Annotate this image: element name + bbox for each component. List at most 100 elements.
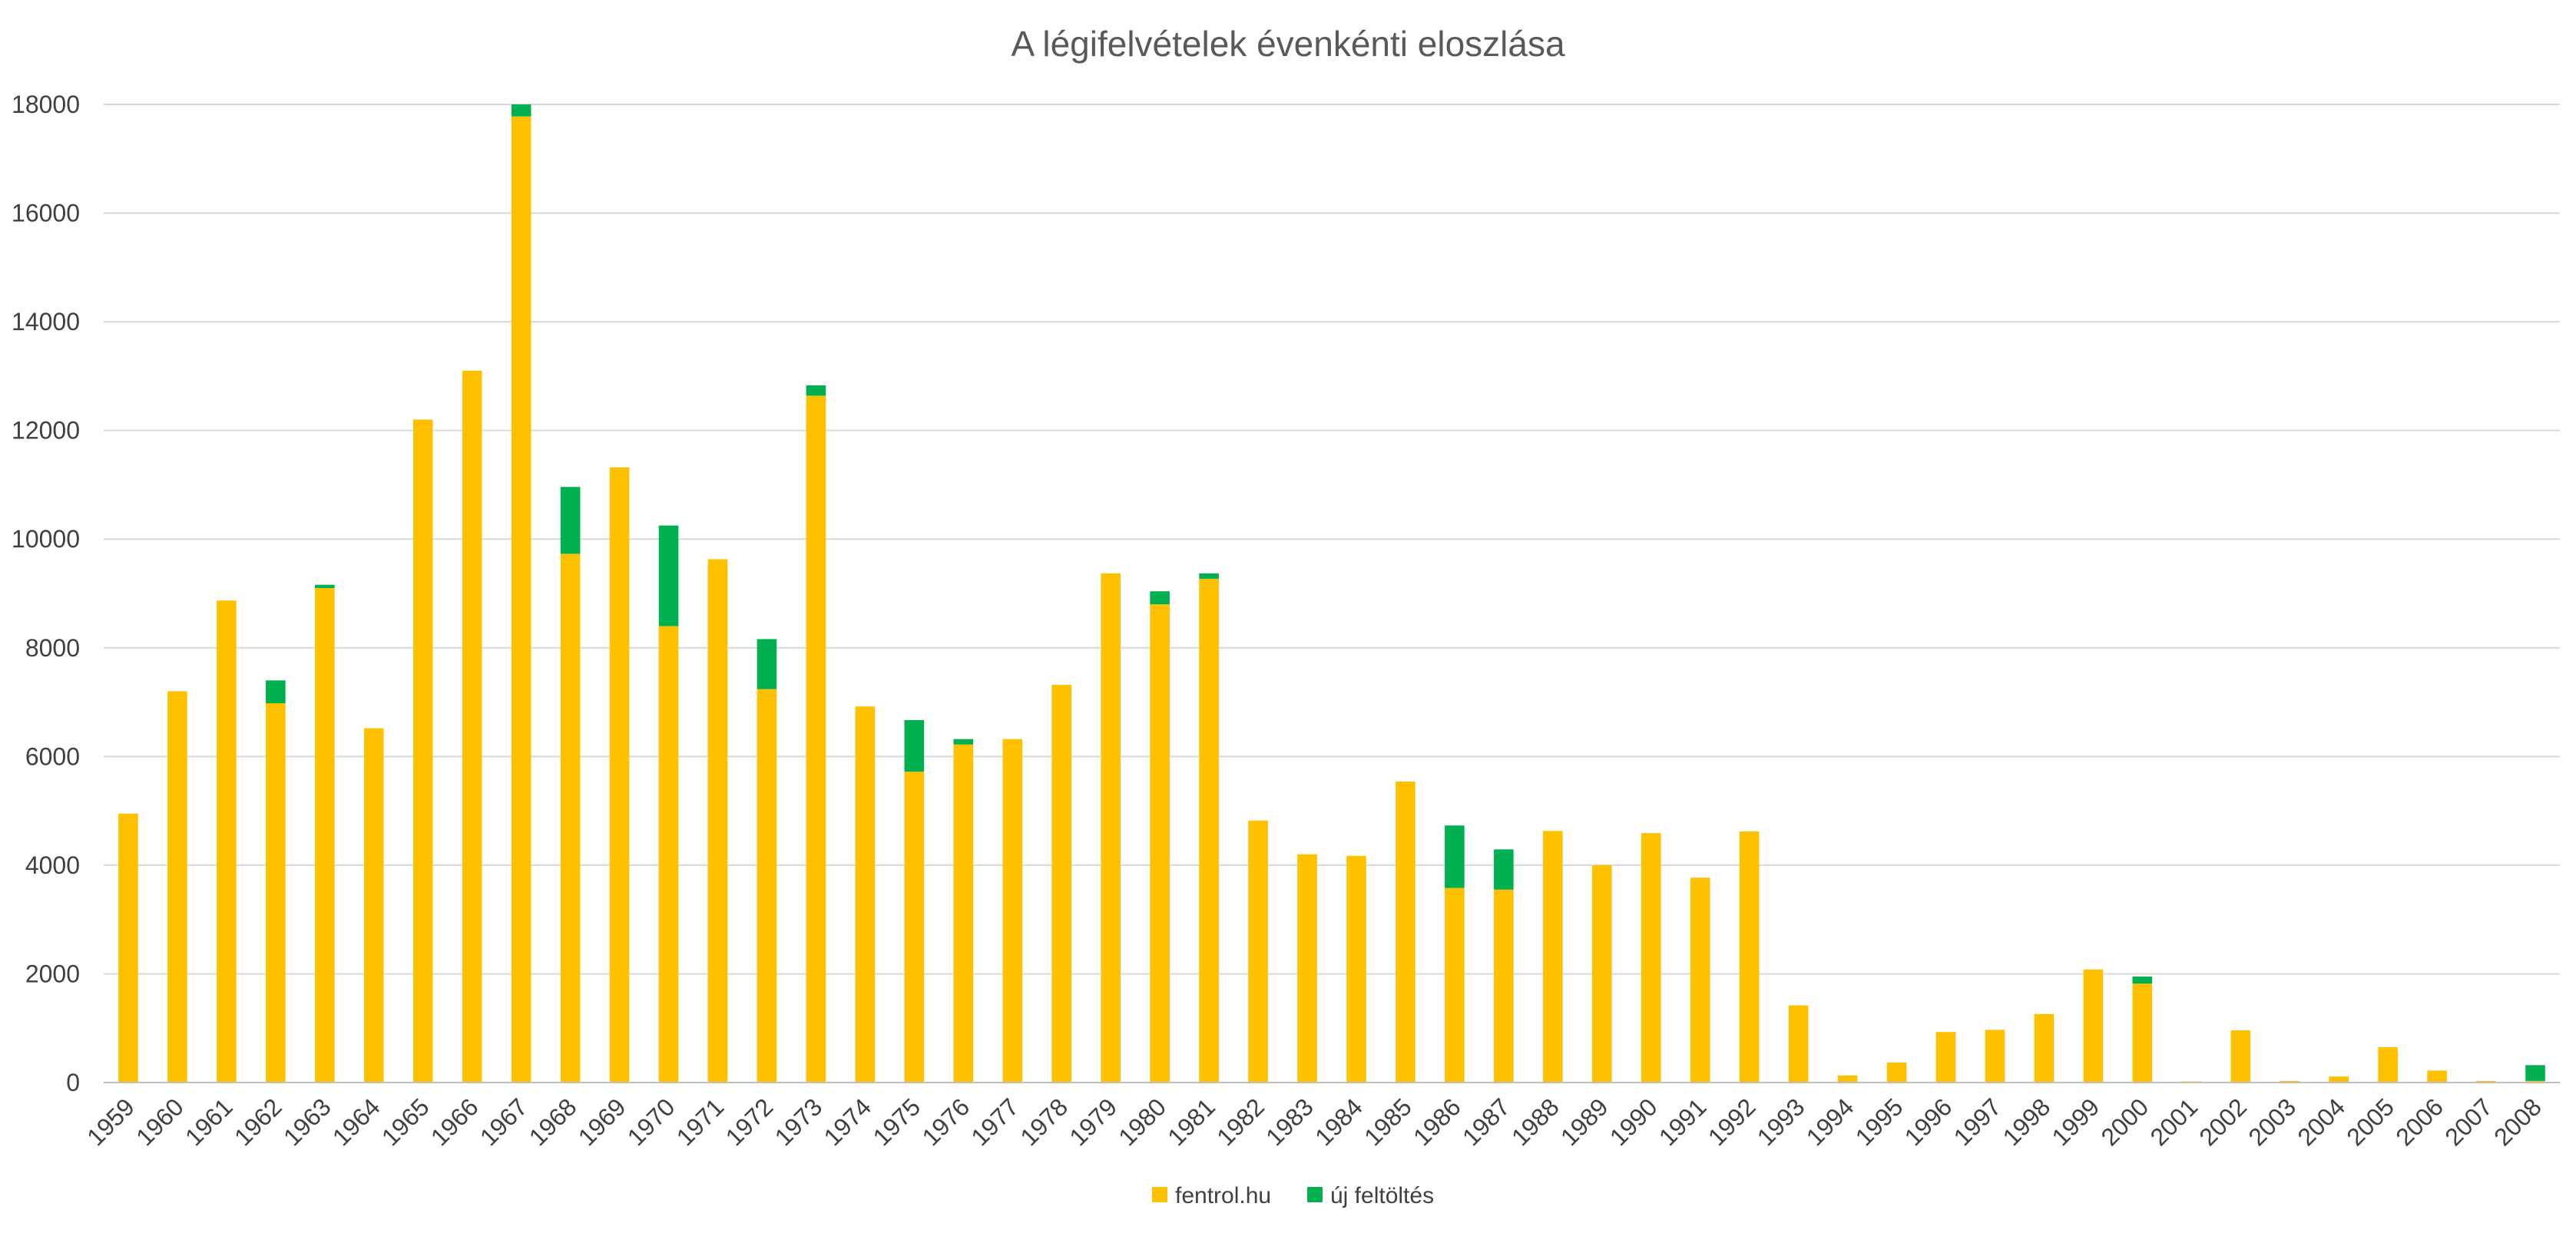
x-tick-label: 2004 <box>2292 1093 2350 1151</box>
bar-fentrol-1978 <box>1051 684 1072 1083</box>
x-tick-label: 1989 <box>1555 1093 1614 1151</box>
x-tick-label: 1985 <box>1359 1093 1417 1151</box>
bar-fentrol-1991 <box>1690 878 1710 1083</box>
bar-fentrol-1994 <box>1837 1075 1858 1083</box>
bar-fentrol-1981 <box>1199 578 1219 1083</box>
bar-fentrol-1967 <box>511 116 531 1083</box>
x-tick-label: 1983 <box>1260 1093 1319 1151</box>
x-tick-label: 1995 <box>1850 1093 1909 1151</box>
y-tick-label: 16000 <box>12 200 80 227</box>
bar-uj-1968 <box>560 487 581 554</box>
x-tick-label: 1992 <box>1703 1093 1761 1151</box>
bar-fentrol-1966 <box>462 370 482 1083</box>
x-tick-label: 2003 <box>2243 1093 2301 1151</box>
x-tick-label: 1961 <box>180 1093 238 1151</box>
bar-uj-2000 <box>2132 976 2153 984</box>
x-tick-label: 1996 <box>1899 1093 1958 1151</box>
bar-fentrol-1964 <box>363 728 384 1083</box>
x-tick-label: 1969 <box>573 1093 631 1151</box>
bar-fentrol-1972 <box>757 689 777 1083</box>
x-tick-label: 1991 <box>1654 1093 1712 1151</box>
bar-fentrol-1963 <box>315 587 335 1083</box>
bar-fentrol-1960 <box>167 691 187 1083</box>
x-tick-label: 1971 <box>671 1093 730 1151</box>
y-tick-label: 2000 <box>25 960 80 987</box>
x-tick-label: 1997 <box>1949 1093 2007 1151</box>
bar-uj-1986 <box>1445 825 1465 888</box>
x-tick-label: 1964 <box>327 1093 386 1151</box>
x-tick-label: 1968 <box>524 1093 582 1151</box>
x-tick-label: 1986 <box>1408 1093 1466 1151</box>
x-tick-label: 1990 <box>1604 1093 1663 1151</box>
bar-fentrol-2005 <box>2378 1046 2398 1083</box>
bar-uj-1962 <box>266 680 286 703</box>
x-tick-label: 1979 <box>1064 1093 1122 1151</box>
bar-uj-1981 <box>1199 573 1219 579</box>
x-tick-label: 1965 <box>376 1093 435 1151</box>
bar-uj-1980 <box>1150 591 1170 605</box>
x-tick-label: 2008 <box>2488 1093 2547 1151</box>
bar-fentrol-1971 <box>707 559 728 1083</box>
bar-fentrol-1959 <box>118 813 138 1083</box>
legend-swatch-fentrol <box>1152 1187 1167 1202</box>
x-tick-label: 1967 <box>475 1093 533 1151</box>
x-tick-label: 1994 <box>1801 1093 1859 1151</box>
bar-uj-1973 <box>806 385 826 396</box>
x-tick-label: 1984 <box>1310 1093 1368 1151</box>
bar-uj-1976 <box>953 739 974 745</box>
y-tick-label: 12000 <box>12 417 80 445</box>
x-tick-label: 1970 <box>622 1093 680 1151</box>
bar-fentrol-2003 <box>2280 1080 2300 1083</box>
bar-uj-1975 <box>904 719 925 772</box>
bar-uj-1967 <box>511 104 531 117</box>
bar-fentrol-1995 <box>1886 1062 1907 1083</box>
bar-fentrol-1999 <box>2083 969 2104 1083</box>
bar-uj-1972 <box>757 639 777 689</box>
bar-fentrol-1965 <box>412 419 433 1083</box>
y-tick-label: 0 <box>66 1069 80 1096</box>
y-tick-label: 14000 <box>12 308 80 336</box>
x-tick-label: 2001 <box>2144 1093 2203 1151</box>
x-tick-label: 2002 <box>2194 1093 2252 1151</box>
x-tick-label: 1976 <box>916 1093 975 1151</box>
legend-label-uj: új feltöltés <box>1330 1183 1434 1208</box>
bar-fentrol-1987 <box>1494 889 1514 1083</box>
bar-fentrol-1990 <box>1641 833 1661 1083</box>
bar-fentrol-1996 <box>1935 1032 1956 1083</box>
bar-fentrol-2000 <box>2132 983 2153 1083</box>
bar-fentrol-1983 <box>1297 854 1317 1083</box>
bar-fentrol-1997 <box>1985 1030 2005 1083</box>
x-tick-label: 1974 <box>819 1093 877 1151</box>
x-tick-label: 1981 <box>1162 1093 1220 1151</box>
bar-fentrol-1998 <box>2034 1013 2055 1083</box>
bar-fentrol-1974 <box>855 706 876 1083</box>
y-tick-label: 4000 <box>25 851 80 879</box>
x-tick-label: 1998 <box>1998 1093 2056 1151</box>
x-tick-label: 1975 <box>867 1093 925 1151</box>
bar-uj-1963 <box>315 584 335 588</box>
x-tick-label: 1972 <box>720 1093 779 1151</box>
bar-fentrol-1986 <box>1445 888 1465 1083</box>
bar-fentrol-1973 <box>806 395 826 1083</box>
x-tick-label: 1977 <box>965 1093 1024 1151</box>
bar-fentrol-1988 <box>1543 831 1563 1083</box>
bar-fentrol-1982 <box>1248 820 1268 1083</box>
legend-swatch-uj <box>1307 1187 1323 1202</box>
chart-title: A légifelvételek évenkénti eloszlása <box>1011 24 1565 64</box>
bar-fentrol-1980 <box>1150 604 1170 1083</box>
bar-fentrol-2007 <box>2476 1080 2496 1083</box>
x-tick-label: 1978 <box>1015 1093 1073 1151</box>
bar-fentrol-1979 <box>1101 573 1121 1083</box>
bar-fentrol-2004 <box>2329 1076 2349 1083</box>
bar-fentrol-1969 <box>609 467 630 1083</box>
bar-fentrol-2002 <box>2230 1030 2251 1083</box>
bar-fentrol-1976 <box>953 744 974 1083</box>
bar-fentrol-1989 <box>1591 864 1612 1083</box>
x-tick-label: 2006 <box>2390 1093 2449 1151</box>
bar-fentrol-1961 <box>217 600 237 1083</box>
bar-fentrol-1985 <box>1396 781 1415 1083</box>
x-tick-label: 1962 <box>229 1093 287 1151</box>
x-tick-label: 1973 <box>770 1093 828 1151</box>
bar-fentrol-1992 <box>1739 831 1760 1083</box>
